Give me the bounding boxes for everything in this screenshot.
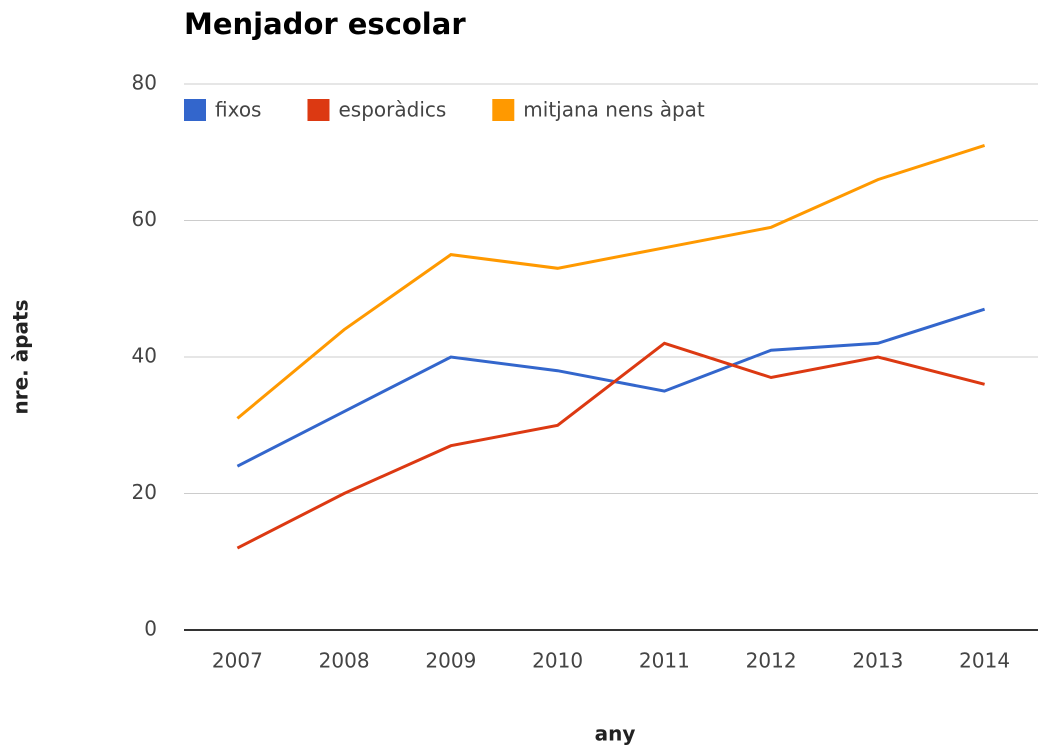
x-axis-label: any — [595, 722, 636, 746]
x-tick-label: 2011 — [639, 649, 690, 673]
y-tick-label: 20 — [132, 480, 157, 504]
y-tick-label: 40 — [132, 344, 157, 368]
legend-label: fixos — [215, 98, 261, 122]
x-tick-label: 2008 — [319, 649, 370, 673]
y-tick-label: 0 — [144, 617, 157, 641]
series-line — [236, 143, 986, 420]
y-axis-label: nre. àpats — [9, 300, 33, 415]
series-line — [236, 341, 985, 550]
x-tick-label: 2007 — [212, 649, 263, 673]
y-tick-label: 60 — [132, 207, 157, 231]
legend-swatch — [492, 99, 515, 121]
chart-title: Menjador escolar — [184, 7, 466, 41]
series-line — [236, 307, 986, 468]
legend-swatch — [184, 99, 206, 121]
x-tick-label: 2010 — [532, 649, 583, 673]
x-tick-label: 2013 — [852, 649, 903, 673]
x-tick-label: 2014 — [959, 649, 1010, 673]
x-tick-label: 2012 — [746, 649, 797, 673]
x-tick-label: 2009 — [425, 649, 476, 673]
legend-label: mitjana nens àpat — [523, 98, 705, 122]
legend-label: esporàdics — [338, 98, 446, 122]
legend-swatch — [307, 99, 330, 121]
y-tick-label: 80 — [132, 71, 157, 95]
